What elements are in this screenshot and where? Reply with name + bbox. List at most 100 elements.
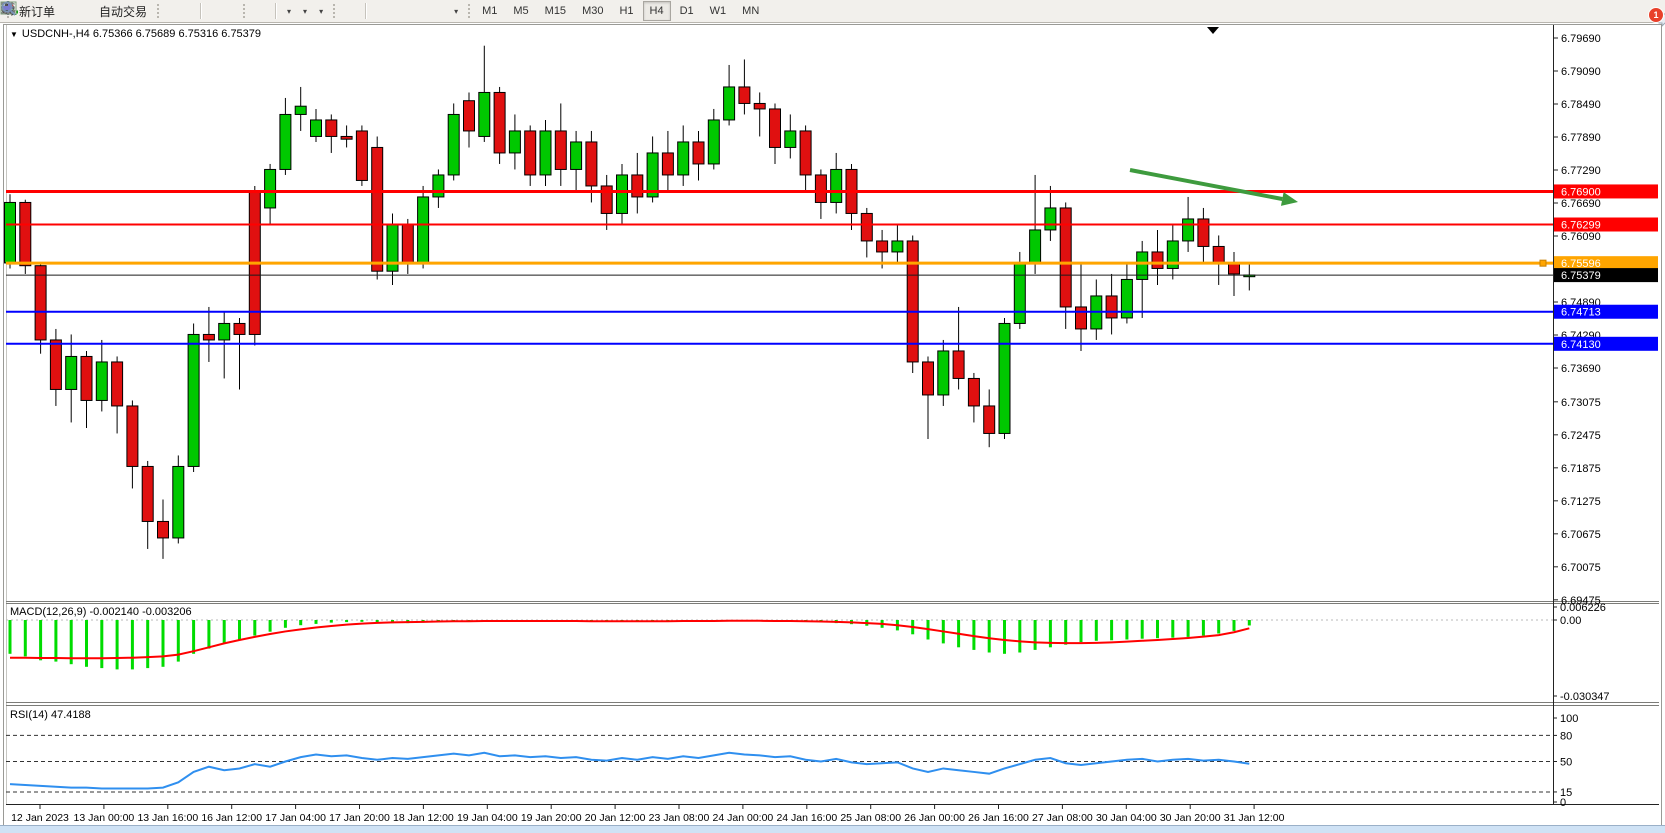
price-axis-label: 6.70075	[1561, 562, 1601, 574]
macd-histogram-bar	[100, 620, 104, 669]
candle-body	[600, 185, 613, 214]
candle-body	[983, 405, 996, 434]
search-icon[interactable]	[0, 0, 17, 17]
candle-body	[4, 201, 16, 264]
macd-histogram-bar	[176, 620, 180, 662]
candle-body	[279, 113, 292, 170]
candle-body	[172, 465, 185, 539]
candle-body	[1151, 251, 1164, 269]
candle-body	[1166, 240, 1179, 269]
trend-arrow-head[interactable]	[1280, 192, 1298, 206]
timeframe-button-m1[interactable]: M1	[482, 5, 498, 17]
macd-histogram-bar	[39, 620, 43, 661]
rsi-axis-label: 80	[1560, 730, 1572, 742]
timeframe-button-m5[interactable]: M5	[513, 5, 529, 17]
price-badge-label: 6.74130	[1561, 339, 1601, 351]
candle-body	[692, 141, 705, 165]
candle-body	[508, 130, 521, 154]
chart-shift-marker[interactable]	[1207, 27, 1219, 34]
toolbar-grip[interactable]	[243, 3, 246, 19]
time-axis-label: 26 Jan 00:00	[904, 812, 965, 824]
candle-body	[830, 168, 843, 203]
rsi-axis-label: 100	[1560, 713, 1578, 725]
candle-body	[218, 322, 231, 341]
main-toolbar: 新订单 自动交易	[0, 0, 1665, 28]
price-axis-label: 6.77890	[1561, 132, 1601, 144]
candle-body	[264, 168, 277, 209]
time-axis-label: 13 Jan 16:00	[137, 812, 198, 824]
macd-histogram-bar	[1064, 620, 1068, 645]
price-badge	[1554, 256, 1658, 271]
candle-body	[95, 361, 108, 401]
timeframe-button-h1[interactable]: H1	[619, 5, 634, 17]
timeframe-button-m30[interactable]: M30	[582, 5, 604, 17]
price-badge	[1554, 184, 1658, 199]
candle-body	[157, 520, 169, 539]
macd-axis-label: -0.030347	[1560, 691, 1610, 703]
price-axis-label: 6.71275	[1561, 496, 1601, 508]
time-axis-label: 17 Jan 20:00	[329, 812, 390, 824]
candle-body	[1013, 262, 1026, 324]
dropdown-caret-icon: ▾	[303, 6, 308, 16]
dropdown-caret-icon: ▾	[287, 6, 292, 16]
candle-body	[799, 130, 812, 176]
macd-histogram-bar	[1140, 620, 1144, 639]
macd-histogram-bar	[329, 620, 333, 623]
toolbar-separator	[365, 3, 368, 19]
candle-body	[723, 86, 736, 121]
macd-histogram-bar	[268, 620, 272, 632]
toolbar-grip[interactable]	[157, 3, 160, 19]
macd-histogram-bar	[1217, 620, 1221, 634]
candle-body	[80, 355, 93, 401]
timeframe-button-h4[interactable]: H4	[642, 1, 671, 21]
timeframe-group: M1 M5 M15 M30 H1 H4 D1 W1 MN	[475, 1, 766, 21]
price-badge	[1554, 336, 1658, 351]
toolbar-separator	[275, 3, 278, 19]
price-axis-label: 6.79690	[1561, 33, 1601, 45]
time-axis-label: 24 Jan 00:00	[713, 812, 774, 824]
candle-body	[1075, 306, 1087, 330]
candle-body	[1059, 207, 1072, 308]
candle-body	[432, 174, 445, 198]
macd-histogram-bar	[1156, 620, 1159, 639]
timeframe-button-m15[interactable]: M15	[544, 5, 567, 17]
window-bottom-edge	[0, 825, 1665, 833]
candle-body	[1136, 251, 1149, 280]
timeframe-button-w1[interactable]: W1	[709, 5, 727, 17]
chart-collapse-icon[interactable]: ▼	[10, 29, 18, 39]
candle-body	[677, 141, 690, 176]
level-drag-handle[interactable]	[1539, 259, 1547, 267]
macd-histogram-bar	[192, 620, 196, 654]
macd-histogram-bar	[69, 620, 73, 665]
candle-body	[325, 119, 338, 137]
candle-body	[19, 201, 32, 267]
candle-body	[707, 119, 720, 165]
candle-body	[616, 174, 628, 214]
time-axis-label: 13 Jan 00:00	[74, 812, 135, 824]
toolbar-grip[interactable]	[333, 3, 336, 19]
timeframe-button-mn[interactable]: MN	[742, 5, 760, 17]
candle-body	[187, 333, 200, 467]
candle-body	[1105, 295, 1118, 319]
macd-histogram-bar	[115, 620, 119, 670]
price-axis-label: 6.79090	[1561, 66, 1601, 78]
trend-arrow-line[interactable]	[1129, 168, 1283, 201]
candle-body	[401, 223, 414, 264]
time-axis-label: 24 Jan 16:00	[776, 812, 837, 824]
rsi-axis-label: 50	[1560, 757, 1572, 769]
macd-histogram-bar	[8, 620, 12, 654]
macd-histogram-bar	[1125, 620, 1129, 640]
macd-histogram-bar	[987, 620, 991, 653]
candle-body	[891, 240, 904, 253]
chart-title: USDCNH-,H4 6.75366 6.75689 6.75316 6.753…	[21, 28, 262, 40]
candle-body	[539, 130, 552, 176]
price-badge	[1554, 217, 1658, 232]
candle-body	[937, 350, 950, 396]
timeframe-button-d1[interactable]: D1	[679, 5, 694, 17]
candle-body	[1182, 218, 1195, 242]
toolbar-grip[interactable]	[468, 3, 471, 19]
rsi-indicator-label: RSI(14) 47.4188	[10, 709, 91, 721]
candle-body	[34, 265, 47, 341]
price-badge	[1554, 268, 1658, 283]
